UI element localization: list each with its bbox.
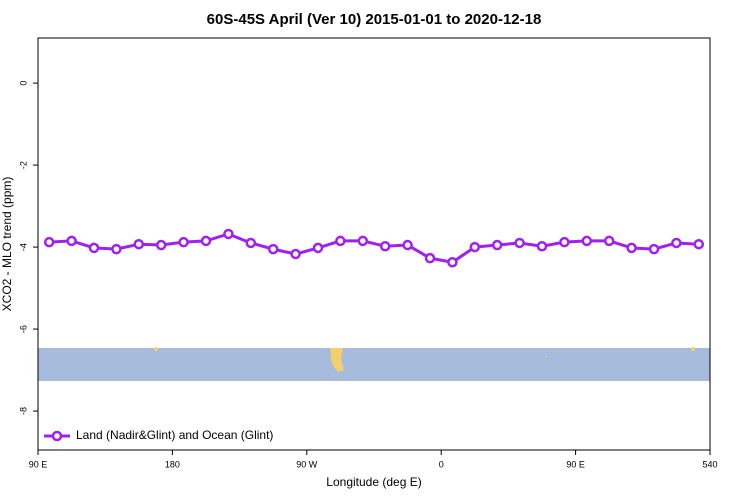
y-axis-label: XCO2 - MLO trend (ppm): [0, 177, 14, 312]
data-point: [581, 235, 593, 247]
data-point: [155, 239, 167, 251]
data-point: [335, 235, 346, 247]
data-point: [469, 241, 481, 253]
map-land: [545, 356, 547, 358]
data-point: [693, 238, 705, 250]
x-tick-label: 90 E: [566, 459, 585, 469]
y-tick-label: -8: [18, 407, 28, 415]
data-point: [514, 237, 525, 249]
x-tick-label: 0: [439, 459, 444, 469]
x-tick-label: 180: [165, 459, 180, 469]
data-point: [88, 242, 100, 254]
x-tick-label: 90 E: [29, 459, 48, 469]
data-point: [559, 236, 570, 248]
plot-frame: [37, 37, 711, 451]
data-point: [626, 242, 637, 254]
data-point: [133, 238, 145, 250]
data-point: [491, 239, 503, 251]
data-point: [357, 235, 369, 247]
series-line: [49, 232, 699, 264]
data-point: [536, 241, 548, 252]
data-point: [111, 243, 122, 255]
chart-title: 60S-45S April (Ver 10) 2015-01-01 to 202…: [207, 11, 542, 28]
data-point: [648, 243, 660, 255]
data-point: [402, 239, 413, 251]
map-strip: [38, 347, 710, 381]
data-point: [671, 237, 682, 249]
y-tick-label: -2: [18, 161, 28, 169]
data-point: [312, 242, 324, 254]
x-axis-label: Longitude (deg E): [326, 475, 421, 489]
y-tick-label: 0: [18, 81, 28, 86]
legend-label: Land (Nadir&Glint) and Ocean (Glint): [76, 428, 273, 442]
data-point: [267, 243, 279, 255]
map-land: [691, 347, 695, 351]
data-point: [447, 256, 458, 268]
x-tick-label: 540: [702, 459, 717, 469]
data-point: [66, 235, 77, 247]
data-point: [178, 236, 189, 248]
map-land: [330, 348, 344, 372]
y-tick-label: -4: [18, 243, 28, 251]
data-point: [200, 235, 212, 247]
y-tick-label: -6: [18, 325, 28, 333]
data-point: [603, 235, 615, 247]
data-point: [379, 241, 391, 252]
map-ocean: [38, 348, 710, 381]
data-point: [245, 237, 257, 249]
data-point: [424, 252, 436, 264]
x-tick-label: 90 W: [296, 459, 318, 469]
map-land: [154, 347, 158, 351]
data-point: [290, 248, 301, 260]
legend-marker: [51, 430, 63, 442]
data-point: [223, 228, 234, 240]
data-point: [43, 236, 55, 248]
